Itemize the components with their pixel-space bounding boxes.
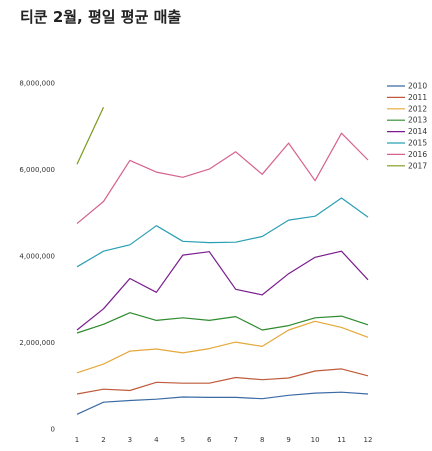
series-line-2010 — [76, 391, 369, 415]
x-tick-label: 7 — [233, 436, 237, 444]
legend-label-2014: 2014 — [408, 127, 427, 136]
series-line-2014 — [76, 250, 369, 331]
x-tick-label: 6 — [207, 436, 212, 444]
x-tick-label: 1 — [75, 436, 79, 444]
series-line-2017 — [76, 106, 105, 165]
series-line-2013 — [76, 312, 369, 334]
x-tick-label: 11 — [337, 436, 346, 444]
legend-label-2017: 2017 — [408, 161, 427, 170]
x-tick-label: 2 — [101, 436, 105, 444]
x-tick-label: 9 — [286, 436, 290, 444]
x-tick-label: 4 — [154, 436, 159, 444]
legend-label-2015: 2015 — [408, 139, 427, 148]
chart-series-lines — [76, 106, 369, 415]
y-tick-label: 8,000,000 — [19, 80, 55, 88]
legend-label-2013: 2013 — [408, 116, 427, 125]
chart-legend: 2010 2011 2012 2013 2014 2015 2016 2017 — [387, 82, 427, 170]
y-tick-label: 2,000,000 — [19, 339, 55, 347]
chart-title: 티쿤 2월, 평일 평균 매출 — [20, 8, 182, 26]
series-line-2015 — [76, 197, 369, 268]
legend-label-2010: 2010 — [408, 82, 427, 91]
y-tick-label: 0 — [51, 426, 55, 434]
x-tick-label: 3 — [128, 436, 132, 444]
x-tick-label: 5 — [181, 436, 185, 444]
legend-label-2011: 2011 — [408, 93, 427, 102]
series-line-2012 — [76, 320, 369, 374]
x-tick-label: 8 — [260, 436, 264, 444]
series-line-2011 — [76, 368, 369, 395]
x-tick-label: 12 — [364, 436, 373, 444]
series-line-2016 — [76, 132, 369, 225]
y-tick-label: 4,000,000 — [19, 253, 55, 261]
legend-label-2012: 2012 — [408, 104, 427, 113]
x-tick-label: 10 — [311, 436, 320, 444]
y-tick-label: 6,000,000 — [19, 166, 55, 174]
legend-label-2016: 2016 — [408, 150, 427, 159]
